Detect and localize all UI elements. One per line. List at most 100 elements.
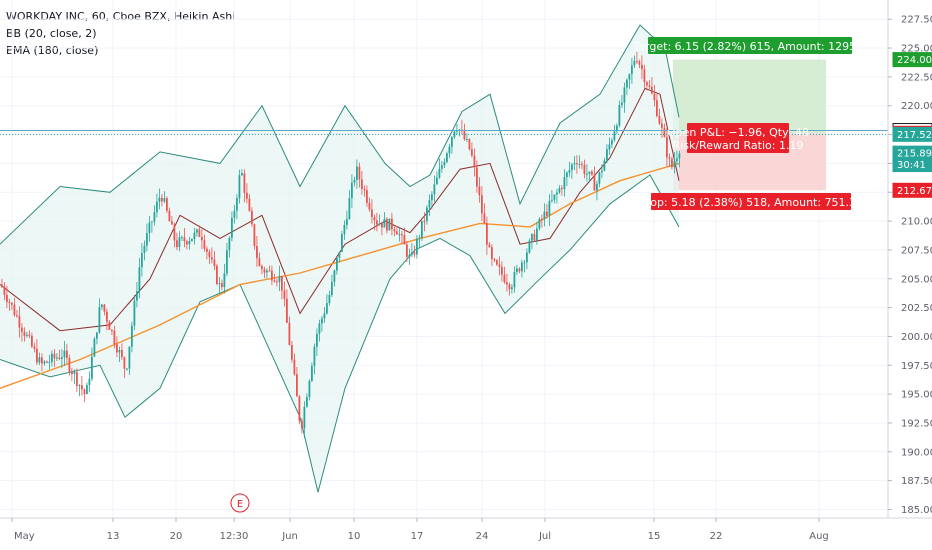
candle-body bbox=[6, 294, 8, 302]
candle-body bbox=[523, 262, 526, 264]
candle-body bbox=[143, 245, 146, 254]
candle-body bbox=[176, 240, 178, 248]
candle-body bbox=[673, 161, 676, 168]
candle-body bbox=[98, 307, 101, 333]
candle-body bbox=[371, 209, 373, 218]
candle-body bbox=[361, 179, 363, 189]
candle-body bbox=[436, 177, 438, 185]
candle-body bbox=[378, 223, 381, 225]
candle-body bbox=[78, 385, 81, 387]
candle-body bbox=[443, 161, 446, 166]
candle-body bbox=[233, 210, 236, 218]
candle-body bbox=[603, 160, 606, 171]
legend-ema: EMA (180, close) bbox=[6, 44, 99, 57]
candle-body bbox=[571, 164, 573, 171]
candle-body bbox=[556, 192, 558, 195]
candle-body bbox=[18, 316, 21, 328]
candle-body bbox=[136, 291, 138, 301]
candle-body bbox=[38, 357, 41, 363]
time-tick-label: 24 bbox=[476, 531, 489, 542]
candle-body bbox=[223, 273, 226, 288]
candle-body bbox=[598, 172, 601, 184]
candle-body bbox=[558, 188, 561, 193]
candle-body bbox=[76, 372, 78, 386]
candle-body bbox=[293, 359, 296, 375]
bollinger-lower-line bbox=[0, 174, 680, 493]
candle-body bbox=[298, 396, 301, 421]
candle-body bbox=[108, 321, 111, 330]
candle-body bbox=[581, 163, 583, 165]
candle-body bbox=[583, 164, 586, 175]
candle-body bbox=[103, 304, 106, 312]
candle-body bbox=[503, 274, 506, 283]
candle-body bbox=[281, 275, 283, 291]
candle-body bbox=[193, 232, 196, 239]
candle-body bbox=[121, 350, 123, 358]
candle-body bbox=[476, 167, 478, 187]
candle-body bbox=[471, 149, 473, 156]
candle-body bbox=[93, 338, 96, 357]
candle-body bbox=[211, 257, 213, 260]
candle-body bbox=[568, 170, 571, 173]
candle-body bbox=[203, 240, 206, 249]
candle-body bbox=[116, 344, 118, 353]
price-tick-label: 202.50 bbox=[901, 303, 932, 314]
price-tick-label: 207.50 bbox=[901, 245, 932, 256]
price-axis-label: 212.67 bbox=[897, 186, 932, 197]
candle-body bbox=[296, 374, 298, 397]
candle-body bbox=[226, 250, 228, 274]
candle-body bbox=[663, 128, 666, 137]
candle-body bbox=[638, 61, 641, 65]
candle-body bbox=[148, 222, 151, 234]
candle-body bbox=[641, 64, 643, 70]
candle-body bbox=[611, 140, 613, 145]
time-axis[interactable]: May 13 20 12:30 Jun 10 17 24 Jul 15 22 Aug bbox=[0, 517, 932, 542]
candle-body bbox=[241, 173, 243, 176]
position-labels: Target: 6.15 (2.82%) 615, Amount: 1295.2… bbox=[632, 37, 867, 210]
candle-body bbox=[166, 198, 168, 211]
candle-body bbox=[536, 228, 538, 241]
stop-label-box bbox=[651, 193, 851, 210]
candle-body bbox=[338, 251, 341, 258]
candle-body bbox=[308, 380, 311, 398]
candle-body bbox=[191, 238, 193, 242]
candle-body bbox=[418, 237, 421, 239]
candle-body bbox=[621, 102, 623, 106]
candle-body bbox=[178, 237, 181, 248]
candle-body bbox=[441, 165, 443, 169]
price-axis[interactable]: 227.50225.00222.50220.00217.50215.00212.… bbox=[887, 0, 932, 518]
time-tick-label: 10 bbox=[348, 531, 361, 542]
candle-body bbox=[238, 175, 241, 199]
candle-body bbox=[431, 194, 433, 201]
candle-body bbox=[128, 346, 131, 369]
bollinger-basis-line bbox=[0, 87, 680, 332]
candle-body bbox=[426, 207, 428, 221]
candle-body bbox=[358, 166, 361, 180]
time-tick-label: 17 bbox=[411, 531, 424, 542]
candle-body bbox=[283, 290, 286, 299]
candle-body bbox=[313, 346, 316, 366]
candle-body bbox=[36, 348, 38, 363]
candle-body bbox=[646, 82, 648, 86]
legend-title: WORKDAY INC, 60, Cboe BZX, Heikin Ashi bbox=[6, 10, 236, 23]
candle-body bbox=[463, 130, 466, 140]
time-tick-label: Aug bbox=[809, 531, 829, 542]
price-tick-label: 200.00 bbox=[901, 332, 932, 343]
candle-body bbox=[511, 287, 513, 290]
candle-body bbox=[216, 265, 218, 285]
candle-body bbox=[13, 304, 16, 316]
pnl-label-text: Open P&L: −1.96, Qty: 48 bbox=[667, 126, 809, 139]
candle-body bbox=[61, 357, 63, 359]
candle-body bbox=[661, 123, 663, 129]
candle-body bbox=[616, 125, 618, 132]
price-tick-label: 192.50 bbox=[901, 418, 932, 429]
candle-body bbox=[301, 420, 303, 429]
earnings-event-marker[interactable]: E bbox=[230, 493, 250, 513]
candle-body bbox=[41, 357, 43, 364]
candle-body bbox=[88, 378, 91, 386]
candle-body bbox=[606, 149, 608, 161]
candle-body bbox=[381, 223, 383, 228]
candle-body bbox=[388, 218, 391, 231]
candle-body bbox=[231, 217, 233, 238]
